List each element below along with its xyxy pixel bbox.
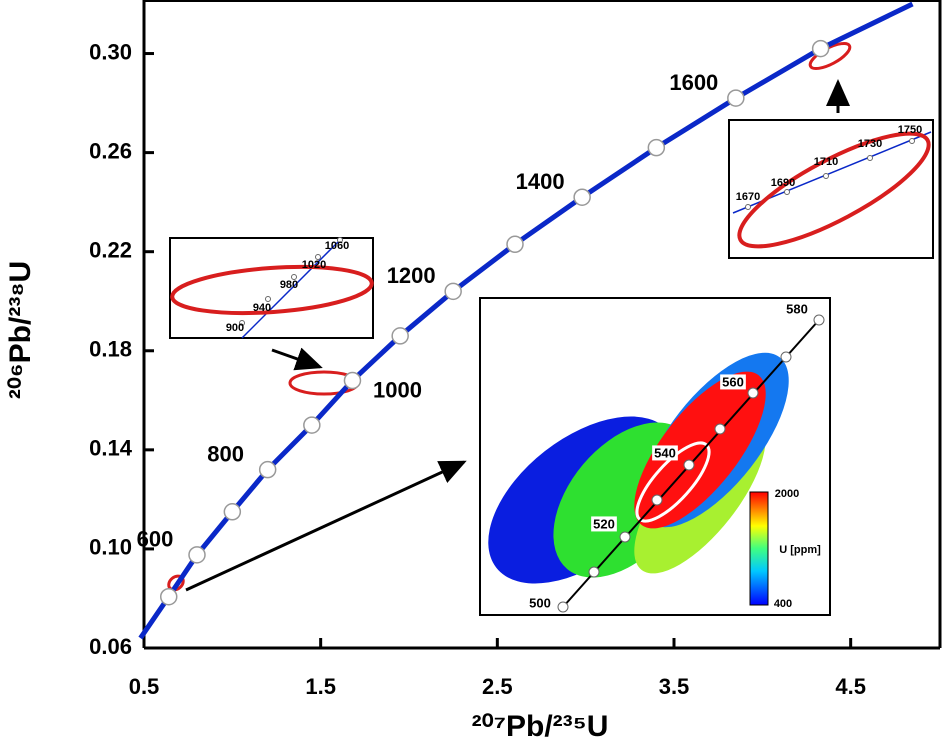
age-label: 1400 bbox=[516, 169, 565, 194]
inset-age-label: 540 bbox=[654, 445, 676, 460]
age-marker bbox=[188, 546, 206, 564]
inset-marker bbox=[239, 320, 245, 326]
inset-age-label: 520 bbox=[593, 516, 615, 531]
age-label: 1000 bbox=[373, 377, 422, 402]
label-bg bbox=[720, 374, 746, 390]
y-tick-label: 0.06 bbox=[89, 634, 132, 659]
age-marker bbox=[258, 460, 277, 479]
label-bg bbox=[527, 595, 553, 611]
inset-age-label: 1710 bbox=[814, 156, 838, 168]
age-marker bbox=[223, 503, 242, 521]
inset-age-label: 1020 bbox=[302, 259, 326, 271]
y-tick-label: 0.22 bbox=[89, 238, 132, 263]
inset-marker bbox=[683, 459, 695, 471]
inset-marker bbox=[588, 566, 600, 578]
inset-marker bbox=[784, 189, 790, 195]
age-label: 1200 bbox=[387, 263, 436, 288]
inset-marker bbox=[619, 531, 631, 543]
plot-frame bbox=[142, 0, 942, 650]
inset-marker bbox=[745, 204, 751, 210]
age-marker bbox=[811, 39, 830, 58]
y-tick-label: 0.10 bbox=[89, 535, 132, 560]
age-marker bbox=[647, 138, 666, 157]
inset-marker bbox=[291, 274, 297, 280]
label-bg bbox=[652, 445, 678, 461]
x-tick-label: 3.5 bbox=[659, 674, 690, 699]
age-marker bbox=[391, 327, 409, 345]
y-tick-label: 0.26 bbox=[89, 138, 132, 163]
age-marker bbox=[444, 282, 462, 301]
inset-marker bbox=[780, 351, 792, 363]
inset-marker bbox=[747, 387, 759, 399]
age-marker bbox=[303, 416, 321, 434]
inset-marker bbox=[823, 173, 829, 179]
y-tick-label: 0.18 bbox=[89, 337, 132, 362]
inset-age-label: 940 bbox=[253, 302, 271, 314]
inset-age-label: 1730 bbox=[858, 138, 882, 150]
inset-marker bbox=[651, 494, 663, 506]
inset-age-label: 560 bbox=[722, 374, 744, 389]
age-label: 1600 bbox=[669, 70, 718, 95]
label-bg bbox=[591, 516, 617, 532]
inset-marker bbox=[315, 254, 321, 260]
x-tick-label: 2.5 bbox=[482, 674, 513, 699]
colorbar-label: 2000 bbox=[775, 488, 799, 500]
colorbar-label: 400 bbox=[774, 598, 792, 610]
inset-age-label: 500 bbox=[529, 595, 551, 610]
age-marker bbox=[159, 587, 178, 606]
age-marker bbox=[573, 188, 591, 206]
inset-age-label: 1060 bbox=[325, 240, 349, 252]
inset-age-label: 580 bbox=[786, 301, 808, 316]
y-tick-label: 0.14 bbox=[89, 436, 133, 461]
x-tick-label: 4.5 bbox=[835, 674, 866, 699]
inset-marker bbox=[265, 296, 271, 302]
x-tick-label: 1.5 bbox=[305, 674, 336, 699]
y-axis-title: ²⁰⁶Pb/²³⁸U bbox=[4, 261, 37, 399]
inset-marker bbox=[714, 423, 726, 435]
inset-marker bbox=[557, 601, 569, 613]
inset-age-label: 1750 bbox=[898, 124, 922, 136]
x-tick-label: 0.5 bbox=[129, 674, 160, 699]
annotations bbox=[167, 41, 934, 616]
inset-age-label: 980 bbox=[280, 279, 298, 291]
inset-marker bbox=[813, 314, 825, 326]
inset-marker bbox=[909, 138, 915, 144]
inset-marker bbox=[337, 237, 343, 243]
inset-marker bbox=[867, 155, 873, 161]
label-bg bbox=[784, 301, 810, 317]
age-label: 600 bbox=[137, 527, 174, 552]
age-label: 800 bbox=[207, 441, 244, 466]
age-marker bbox=[727, 89, 745, 107]
age-marker bbox=[506, 235, 524, 254]
age-marker bbox=[343, 371, 362, 390]
inset-age-label: 900 bbox=[226, 322, 244, 334]
inset-age-label: 1670 bbox=[736, 191, 760, 203]
colorbar-label: U [ppm] bbox=[779, 544, 821, 556]
y-tick-label: 0.30 bbox=[89, 39, 132, 64]
inset-age-label: 1690 bbox=[771, 177, 795, 189]
x-axis-title: ²⁰⁷Pb/²³⁵U bbox=[472, 710, 609, 743]
